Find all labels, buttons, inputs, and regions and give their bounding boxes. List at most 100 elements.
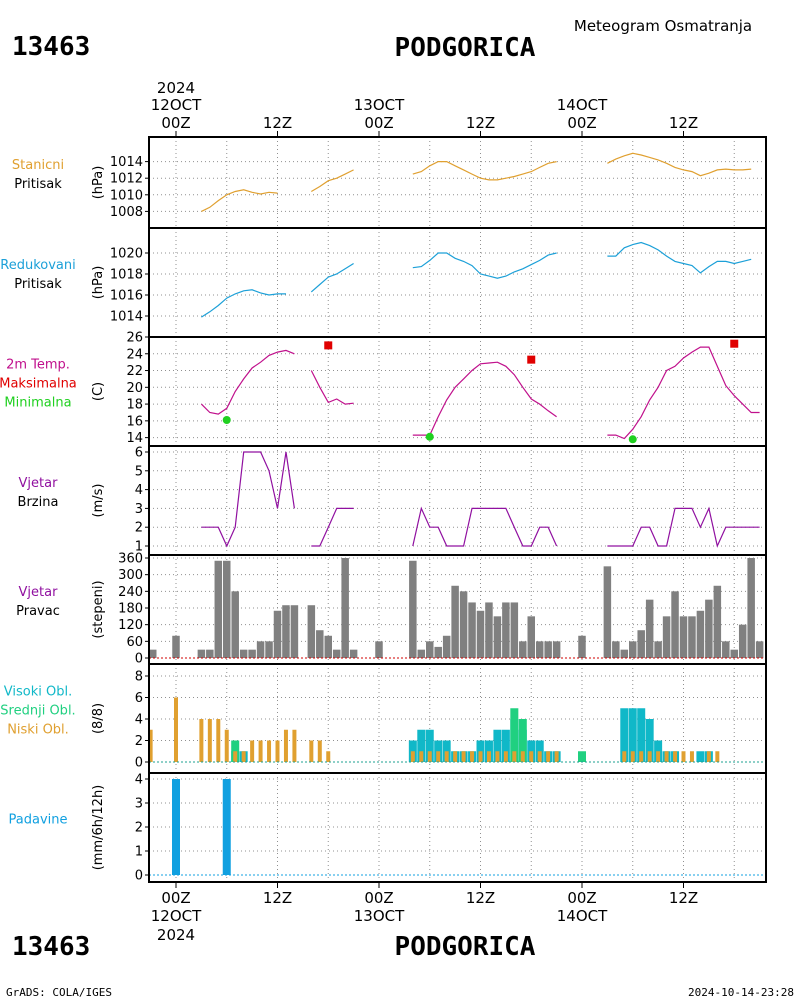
- wind-dir-bar: [223, 560, 231, 658]
- cloud-bar-low: [512, 751, 517, 762]
- time-hour-label-bottom: 12Z: [263, 889, 292, 907]
- y-tick-label: 18: [126, 398, 143, 413]
- cloud-bar-low: [622, 751, 627, 762]
- time-hour-label-top: 12Z: [466, 114, 495, 132]
- wind-dir-bar: [544, 641, 552, 658]
- panel-wind-speed: 1 2 3 4 5 6 (m/s) Vjetar Brzina: [18, 445, 767, 556]
- cloud-bar-low: [689, 751, 694, 762]
- y-axis-label: (m/s): [91, 484, 106, 518]
- y-axis-label: (mm/6h/12h): [91, 785, 106, 871]
- cloud-bar-low: [427, 751, 432, 762]
- y-tick-label: 2: [135, 734, 143, 749]
- bottom-year-label: 2024: [157, 926, 195, 944]
- max-temp-marker: [324, 341, 333, 350]
- precip-bar: [222, 779, 231, 875]
- y-axis-label: (hPa): [91, 166, 106, 200]
- y-tick-label: 6: [135, 446, 143, 461]
- footer-timestamp: 2024-10-14-23:28: [688, 986, 794, 999]
- cloud-bar-low: [503, 751, 508, 762]
- time-hour-label-bottom: 00Z: [364, 889, 393, 907]
- cloud-bar-low: [199, 719, 204, 762]
- y-tick-label: 4: [135, 773, 143, 788]
- y-axis-label: (8/8): [91, 703, 106, 734]
- cloud-bar-low: [283, 729, 288, 762]
- cloud-bar-low: [478, 751, 483, 762]
- cloud-bar-low: [470, 751, 475, 762]
- max-temp-marker: [527, 355, 536, 364]
- wind-dir-bar: [629, 641, 637, 658]
- y-tick-label: 1: [135, 540, 143, 555]
- panel-label: Brzina: [18, 495, 59, 510]
- time-hour-label-top: 00Z: [364, 114, 393, 132]
- series-line: [310, 370, 354, 405]
- y-tick-label: 360: [118, 552, 143, 567]
- wind-dir-bar: [256, 641, 265, 658]
- wind-dir-bar: [510, 602, 519, 658]
- cloud-bar-low: [292, 729, 297, 762]
- cloud-bar-low: [647, 751, 652, 762]
- cloud-bar-low: [224, 729, 229, 762]
- wind-dir-bar: [527, 616, 535, 658]
- station-name-bottom: PODGORICA: [395, 932, 536, 962]
- wind-dir-bar: [332, 649, 341, 658]
- y-tick-label: 1016: [110, 289, 143, 304]
- time-hour-label-bottom: 12Z: [669, 889, 698, 907]
- series-line: [310, 169, 354, 193]
- time-hour-label-top: 12Z: [263, 114, 292, 132]
- y-tick-label: 0: [135, 652, 143, 667]
- panel-frame: [148, 445, 767, 556]
- wind-dir-bar: [722, 641, 730, 658]
- cloud-bar-low: [656, 751, 661, 762]
- station-id-top: 13463: [12, 32, 90, 62]
- min-temp-marker: [425, 432, 434, 441]
- wind-dir-bar: [620, 649, 629, 658]
- wind-dir-bar: [654, 641, 662, 658]
- panel-label: Visoki Obl.: [4, 685, 72, 700]
- y-tick-label: 22: [126, 364, 143, 379]
- wind-dir-bar: [485, 602, 493, 658]
- y-tick-label: 0: [135, 869, 143, 884]
- wind-dir-bar: [172, 635, 180, 658]
- wind-dir-bar: [519, 641, 527, 658]
- series-line: [311, 507, 354, 547]
- wind-dir-bar: [239, 649, 248, 658]
- panel-precipitation: 0 1 2 3 4 (mm/6h/12h) Padavine: [9, 772, 767, 884]
- cloud-bar-low: [444, 751, 449, 762]
- wind-dir-bar: [375, 641, 383, 658]
- series-line: [607, 152, 752, 177]
- time-hour-label-bottom: 00Z: [161, 889, 190, 907]
- wind-dir-bar: [645, 599, 654, 658]
- cloud-bar-low: [250, 740, 255, 762]
- cloud-bar-mid: [518, 719, 527, 762]
- cloud-bar-low: [706, 751, 711, 762]
- panel-frame: [148, 772, 767, 883]
- y-tick-label: 24: [126, 347, 143, 362]
- time-date-label-top: 13OCT: [354, 96, 405, 114]
- y-tick-label: 20: [126, 381, 143, 396]
- cloud-bar-low: [317, 740, 322, 762]
- y-tick-label: 1010: [110, 188, 143, 203]
- y-tick-label: 1020: [110, 247, 143, 262]
- panel-label: Stanicni: [12, 158, 64, 173]
- wind-dir-bar: [265, 641, 273, 658]
- wind-dir-bar: [197, 649, 206, 658]
- y-tick-label: 4: [135, 713, 143, 728]
- series-line: [310, 262, 354, 293]
- wind-dir-bar: [282, 605, 290, 658]
- time-hour-label-top: 00Z: [567, 114, 596, 132]
- panel-label: Vjetar: [19, 585, 59, 600]
- max-temp-marker: [730, 339, 739, 348]
- wind-dir-bar: [206, 649, 214, 658]
- cloud-bar-low: [410, 751, 415, 762]
- cloud-bar-low: [207, 719, 212, 762]
- cloud-bar-low: [630, 751, 635, 762]
- wind-dir-bar: [696, 610, 705, 658]
- time-hour-label-top: 00Z: [161, 114, 190, 132]
- y-tick-label: 2: [135, 521, 143, 536]
- y-axis-label: (C): [91, 382, 106, 401]
- cloud-bar-high: [645, 719, 654, 762]
- panel-cloud-cover: 0 2 4 6 8 (8/8) Visoki Obl. Srednji Obl. Niski O…: [0, 663, 767, 774]
- cloud-bar-low: [216, 719, 221, 762]
